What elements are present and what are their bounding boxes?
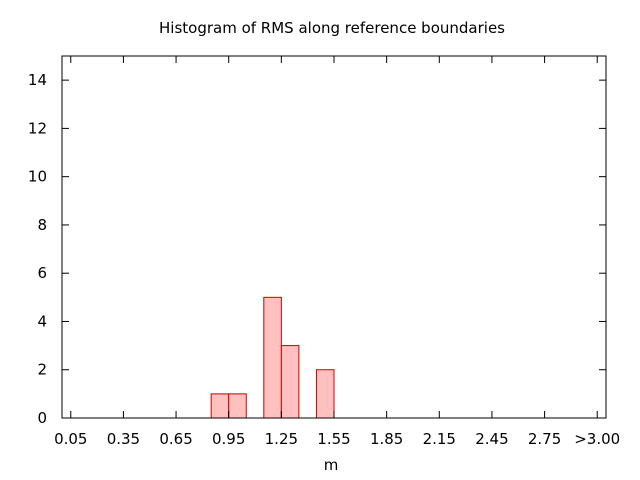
x-tick-label: >3.00 bbox=[574, 430, 620, 448]
x-tick-label: 2.75 bbox=[528, 430, 561, 448]
chart-title: Histogram of RMS along reference boundar… bbox=[159, 19, 505, 37]
x-tick-label: 2.15 bbox=[423, 430, 456, 448]
bars-group bbox=[210, 296, 335, 419]
y-tick-label: 6 bbox=[37, 264, 47, 282]
x-tick-label: 1.85 bbox=[370, 430, 403, 448]
x-tick-label: 0.95 bbox=[212, 430, 245, 448]
y-tick-label: 10 bbox=[28, 168, 47, 186]
y-tick-label: 0 bbox=[37, 409, 47, 427]
x-tick-label: 0.05 bbox=[54, 430, 87, 448]
y-tick-label: 2 bbox=[37, 361, 47, 379]
histogram-bar-3 bbox=[280, 345, 300, 419]
histogram-bar-0 bbox=[210, 393, 230, 419]
y-tick-label: 8 bbox=[37, 216, 47, 234]
plot-frame bbox=[61, 55, 607, 419]
x-axis-label: m bbox=[324, 456, 339, 474]
x-tick-label: 0.65 bbox=[159, 430, 192, 448]
histogram-bar-1 bbox=[228, 393, 247, 419]
y-axis: 0 2 4 6 8 10 12 14 bbox=[28, 71, 606, 427]
x-tick-label: 2.45 bbox=[475, 430, 508, 448]
y-tick-label: 14 bbox=[28, 71, 47, 89]
x-tick-label: 1.55 bbox=[317, 430, 350, 448]
x-axis: 0.05 0.35 0.65 0.95 1.25 1.55 1.85 2.15 2.45 2.75… bbox=[54, 56, 620, 448]
y-tick-label: 4 bbox=[37, 312, 47, 330]
y-tick-label: 12 bbox=[28, 119, 47, 137]
histogram-bar-4 bbox=[315, 369, 335, 419]
x-tick-label: 1.25 bbox=[265, 430, 298, 448]
x-tick-label: 0.35 bbox=[107, 430, 140, 448]
histogram-bar-2 bbox=[263, 296, 282, 419]
